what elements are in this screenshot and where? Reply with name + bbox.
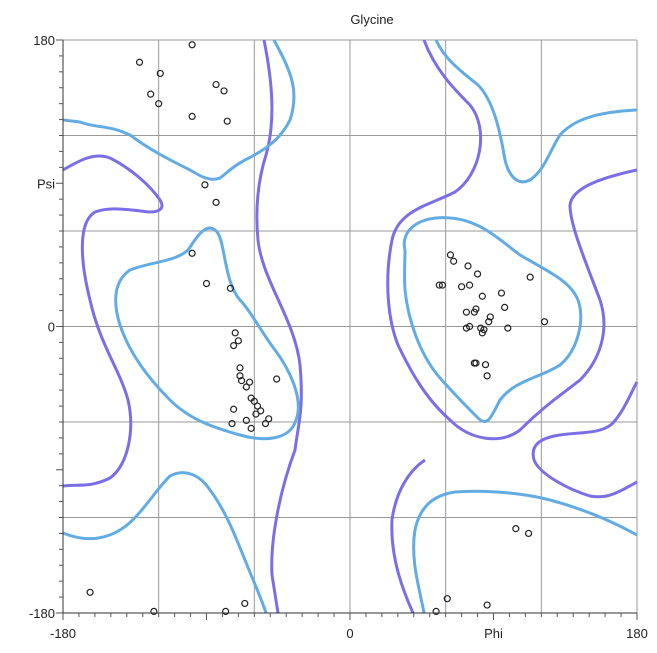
contour-inner-left-top xyxy=(62,39,296,181)
data-point xyxy=(212,80,220,89)
data-point xyxy=(524,529,533,538)
data-point xyxy=(470,308,478,316)
data-point xyxy=(485,318,493,326)
data-point xyxy=(462,308,470,316)
data-point xyxy=(478,292,486,300)
data-point xyxy=(228,419,236,428)
data-point xyxy=(473,270,482,278)
data-point xyxy=(242,383,250,391)
data-point xyxy=(483,372,491,380)
data-point xyxy=(222,607,230,616)
data-point xyxy=(465,322,474,331)
contour-inner-left-bottom xyxy=(62,471,268,614)
data-point xyxy=(486,313,494,321)
contour-inner-right-top xyxy=(434,39,638,184)
contour-outer-left-2 xyxy=(62,154,164,488)
data-point xyxy=(257,407,265,415)
data-point xyxy=(245,378,254,386)
data-point xyxy=(230,405,238,413)
data-point xyxy=(201,181,209,189)
contour-inner-right-bottom xyxy=(412,489,638,614)
data-point xyxy=(231,329,239,337)
contours xyxy=(62,39,639,614)
data-point xyxy=(512,525,520,533)
data-point xyxy=(242,416,250,425)
data-point xyxy=(443,595,451,603)
x-tick-label: 180 xyxy=(626,626,648,641)
data-point xyxy=(438,281,447,289)
data-point xyxy=(481,361,490,369)
data-point xyxy=(220,87,228,95)
data-point xyxy=(526,273,534,281)
data-point xyxy=(236,364,244,372)
data-point xyxy=(241,599,249,608)
data-point xyxy=(223,117,231,125)
y-tick-label: -180 xyxy=(29,606,55,621)
contour-outer-right xyxy=(386,39,638,441)
data-point xyxy=(188,249,196,257)
data-point xyxy=(150,607,158,616)
data-point xyxy=(464,262,472,270)
data-point xyxy=(237,377,246,385)
chart-title: Glycine xyxy=(350,12,393,27)
data-points xyxy=(86,41,549,616)
y-axis-label: Psi xyxy=(37,176,55,191)
data-point xyxy=(465,281,474,289)
data-point xyxy=(472,359,480,367)
data-point xyxy=(435,281,443,289)
data-point xyxy=(501,303,509,311)
grid xyxy=(62,39,638,614)
y-tick-label: 0 xyxy=(48,320,55,335)
data-point xyxy=(450,257,458,265)
data-point xyxy=(273,375,281,383)
data-point xyxy=(261,419,270,428)
data-point xyxy=(188,41,196,49)
data-point xyxy=(226,284,235,292)
data-point xyxy=(446,251,455,259)
data-point xyxy=(265,415,273,423)
data-point xyxy=(252,410,260,418)
data-point xyxy=(540,318,549,326)
contour-inner-left-mid xyxy=(114,226,300,441)
data-point xyxy=(202,279,211,288)
data-point xyxy=(86,588,94,596)
data-point xyxy=(458,283,466,291)
data-point xyxy=(155,100,163,108)
data-point xyxy=(230,342,238,350)
data-point xyxy=(147,90,155,98)
contour-outer-right-2 xyxy=(531,381,639,499)
data-point xyxy=(253,402,262,410)
data-point xyxy=(212,198,220,206)
data-point xyxy=(480,326,488,334)
data-point xyxy=(504,324,512,332)
data-point xyxy=(156,69,164,78)
data-point xyxy=(497,289,506,297)
y-tick-label: 180 xyxy=(33,33,55,48)
data-point xyxy=(188,112,196,121)
data-point xyxy=(234,337,242,345)
axes: -180 0 180 180 0 -180 Phi Psi xyxy=(29,33,648,641)
data-point xyxy=(135,58,144,66)
data-point xyxy=(483,601,491,609)
x-tick-label: -180 xyxy=(50,626,76,641)
x-tick-label: 0 xyxy=(346,626,353,641)
data-point xyxy=(247,394,255,402)
contour-outer-right-3 xyxy=(390,458,426,614)
contour-inner-right-mid xyxy=(402,216,583,423)
data-point xyxy=(247,424,255,432)
data-point xyxy=(432,607,440,616)
x-axis-label: Phi xyxy=(484,626,503,641)
data-point xyxy=(236,372,244,380)
